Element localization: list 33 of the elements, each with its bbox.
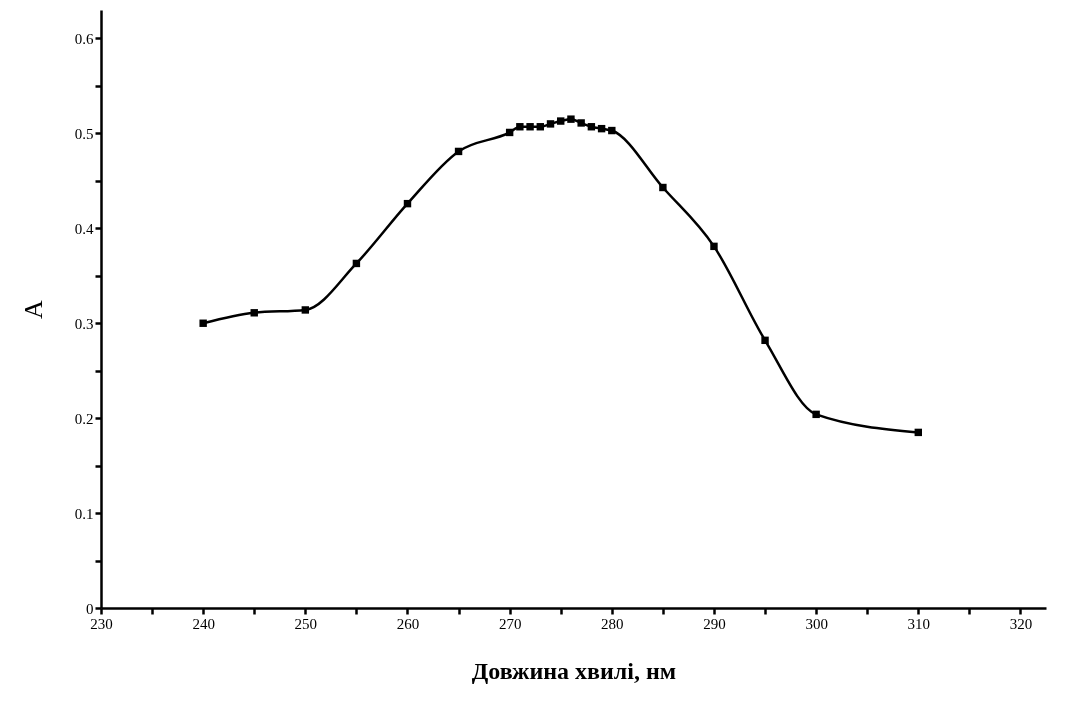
x-tick-label: 270 [498,615,522,632]
y-tick-label: 0.2 [74,410,94,427]
point [577,119,585,127]
point [659,183,667,192]
point [557,117,565,125]
y-tick-label: 0.3 [74,315,94,332]
y-tick-label: 0.1 [74,505,94,522]
x-tick-label: 230 [90,615,113,632]
point [250,309,258,317]
x-tick-label: 300 [805,615,828,632]
x-axis-title: Довжина хвилі, нм [471,657,677,684]
x-tick-label: 240 [192,615,215,632]
y-tick-label: 0.5 [74,125,94,142]
point [516,123,524,131]
y-tick-label: 0.4 [74,220,94,237]
point [710,242,718,251]
x-tick-label: 320 [1009,615,1033,632]
point [546,120,555,128]
x-tick-label: 290 [703,615,726,632]
y-axis-title: A [18,299,48,319]
point [301,306,310,314]
y-tick-label: 0 [86,600,94,617]
point [526,123,534,131]
x-tick-label: 280 [601,615,624,632]
point [567,115,575,123]
point [812,410,820,419]
x-tick-label: 260 [396,615,420,632]
point [761,336,769,345]
point [199,319,207,327]
x-tick-label: 310 [907,615,931,632]
x-tick-label: 250 [294,615,318,632]
y-tick-label: 0.6 [74,30,94,47]
point [608,126,616,135]
